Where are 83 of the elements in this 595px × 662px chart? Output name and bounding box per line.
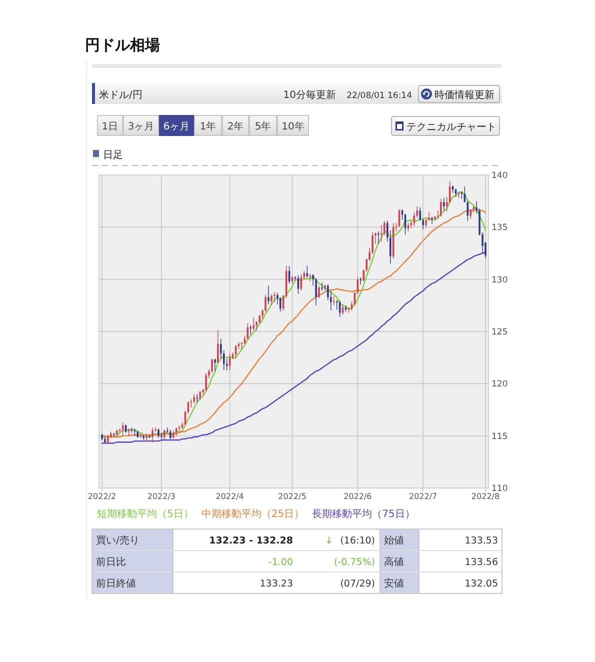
candlestick: [107, 434, 109, 444]
text: -1.00: [268, 557, 293, 568]
x-tick-label: 2022/6: [344, 492, 372, 501]
candlestick: [315, 278, 317, 306]
y-tick-label: 130: [492, 275, 508, 286]
text: (-0.75%): [334, 557, 375, 568]
tab: 1日: [97, 115, 123, 136]
text: (07/29): [340, 578, 375, 590]
text: 前日比: [96, 556, 126, 568]
candlestick: [440, 199, 442, 217]
candlestick: [104, 436, 106, 444]
candlestick: [318, 286, 320, 298]
text: 短期移動平均（5日）: [97, 508, 194, 520]
candlestick: [332, 296, 335, 306]
text: 133.53: [464, 536, 498, 546]
candlestick: [196, 394, 198, 402]
candlestick: [279, 297, 282, 312]
text: 132.05: [464, 578, 498, 590]
candlestick: [101, 434, 103, 440]
text: 安値: [384, 578, 404, 590]
candlestick: [252, 318, 255, 330]
y-tick-label: 110: [492, 484, 508, 494]
text: 長期移動平均（75日）: [312, 508, 415, 520]
candlestick: [148, 434, 150, 438]
tab: 6ヶ月: [159, 115, 194, 136]
candlestick: [321, 282, 323, 291]
chart-title: 円ドル相場: [85, 36, 160, 54]
text: 22/08/01 16:14: [346, 91, 412, 101]
x-tick-label: 2022/8: [471, 492, 500, 501]
candlestick: [152, 427, 154, 442]
candlestick: [205, 373, 207, 391]
candlestick: [270, 294, 272, 306]
text: 始値: [384, 534, 404, 546]
text: (16:10): [340, 536, 375, 546]
text: 133.56: [464, 557, 498, 568]
candlestick: [199, 390, 201, 400]
candlestick: [116, 430, 118, 436]
y-tick-label: 135: [492, 223, 508, 234]
candlestick: [470, 209, 472, 219]
candlestick: [146, 434, 148, 442]
candlestick: [214, 358, 216, 372]
candlestick: [274, 292, 276, 302]
text: 日足: [103, 150, 123, 161]
candlestick: [169, 430, 172, 439]
tab: 1年: [194, 115, 222, 136]
y-tick-label: 115: [492, 432, 508, 442]
text: 前日終値: [96, 578, 136, 590]
chart-subtitle: 米ドル/円: [99, 89, 142, 101]
text: 買い/売り: [96, 534, 140, 546]
text: 中期移動平均（25日）: [201, 508, 304, 520]
text: 132.23 - 132.28: [209, 536, 294, 546]
candlestick: [442, 198, 445, 210]
candlestick: [431, 216, 433, 224]
tab: 3ヶ月: [123, 115, 159, 136]
candlestick: [268, 286, 270, 304]
y-tick-label: 120: [492, 380, 508, 390]
candlestick: [172, 430, 174, 438]
text: 10分毎更新: [283, 89, 336, 101]
candlestick: [160, 432, 162, 439]
button: テクニカルチャート: [391, 116, 500, 136]
candlestick: [380, 225, 382, 242]
x-tick-label: 2022/5: [278, 492, 306, 501]
line-series: [101, 252, 486, 444]
y-tick-label: 125: [492, 328, 508, 338]
y-tick-label: 140: [492, 171, 508, 181]
text: ↓: [325, 536, 333, 546]
candlestick: [142, 434, 145, 440]
text: 高値: [384, 556, 404, 568]
candlestick: [158, 428, 160, 438]
x-tick-label: 2022/7: [408, 492, 438, 501]
x-tick-label: 2022/2: [88, 492, 116, 501]
x-tick-label: 2022/3: [147, 492, 176, 501]
candlestick: [324, 284, 326, 291]
button: 時価情報更新: [418, 85, 500, 103]
tab: 10年: [277, 115, 309, 136]
candlestick: [112, 432, 115, 437]
text: 133.23: [260, 578, 293, 590]
tab: 5年: [249, 115, 277, 136]
candlestick: [378, 231, 380, 244]
tab: 2年: [222, 115, 249, 136]
candlestick: [164, 430, 166, 439]
x-tick-label: 2022/4: [216, 492, 244, 501]
candlestick: [217, 330, 219, 363]
